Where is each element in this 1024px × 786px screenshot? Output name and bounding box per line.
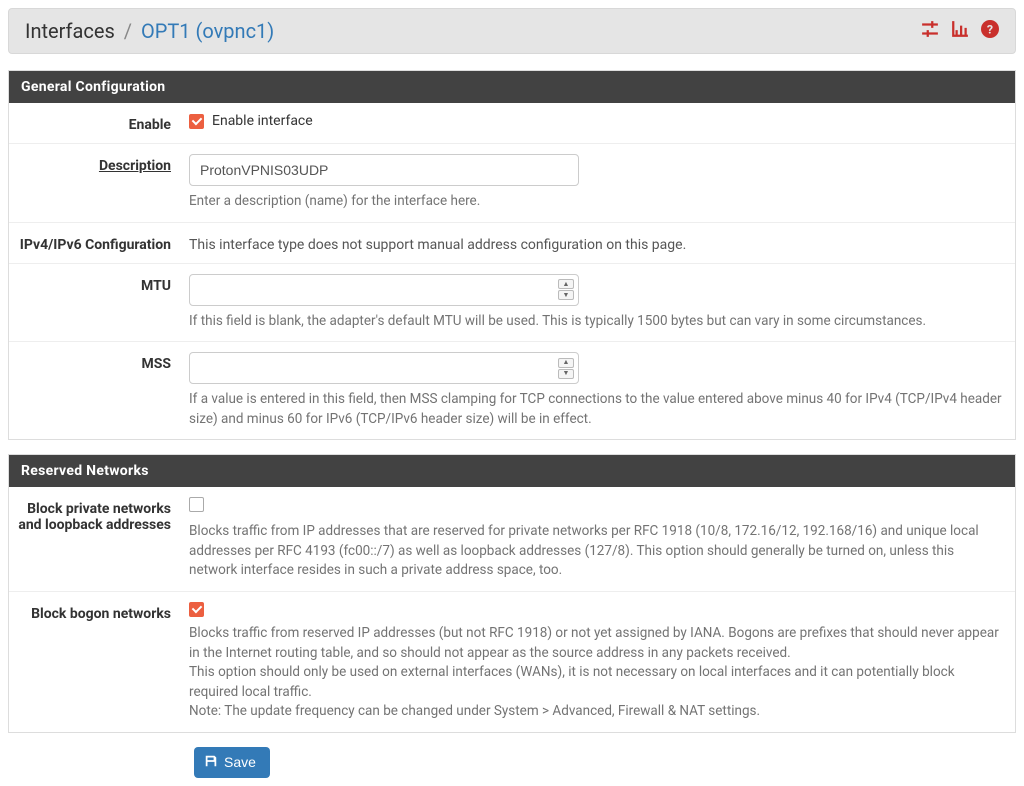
- input-mtu[interactable]: ▲ ▼: [189, 274, 579, 306]
- row-enable: Enable Enable interface: [9, 103, 1015, 144]
- help-description: Enter a description (name) for the inter…: [189, 192, 1003, 212]
- checkbox-enable-label[interactable]: Enable interface: [212, 113, 313, 129]
- help-mss: If a value is entered in this field, the…: [189, 390, 1003, 429]
- breadcrumb-page[interactable]: OPT1 (ovpnc1): [141, 19, 274, 43]
- mss-step-up[interactable]: ▲: [558, 358, 574, 368]
- text-ipconfig: This interface type does not support man…: [189, 233, 1003, 253]
- row-mtu: MTU ▲ ▼ If this field is blank, the adap…: [9, 264, 1015, 343]
- row-mss: MSS ▲ ▼ If a value is entered in this fi…: [9, 342, 1015, 439]
- panel-heading-general: General Configuration: [9, 71, 1015, 103]
- breadcrumb-root[interactable]: Interfaces: [25, 19, 115, 43]
- input-mss[interactable]: ▲ ▼: [189, 352, 579, 384]
- label-ipconfig: IPv4/IPv6 Configuration: [9, 233, 189, 253]
- panel-heading-reserved: Reserved Networks: [9, 455, 1015, 487]
- label-block-private: Block private networks and loopback addr…: [9, 497, 189, 581]
- breadcrumb-separator: /: [124, 19, 132, 43]
- help-block-private: Blocks traffic from IP addresses that ar…: [189, 522, 1003, 581]
- save-button[interactable]: Save: [194, 747, 270, 778]
- checkbox-enable[interactable]: [189, 114, 204, 129]
- mtu-step-up[interactable]: ▲: [558, 279, 574, 289]
- checkbox-block-bogon[interactable]: [189, 602, 204, 617]
- row-ipconfig: IPv4/IPv6 Configuration This interface t…: [9, 223, 1015, 264]
- row-block-private: Block private networks and loopback addr…: [9, 487, 1015, 592]
- help-icon[interactable]: ?: [981, 20, 999, 42]
- input-description[interactable]: [189, 154, 579, 186]
- row-description: Description Enter a description (name) f…: [9, 144, 1015, 223]
- label-description: Description: [9, 154, 189, 212]
- label-enable: Enable: [9, 113, 189, 133]
- help-block-bogon: Blocks traffic from reserved IP addresse…: [189, 624, 1003, 722]
- breadcrumb: Interfaces / OPT1 (ovpnc1): [25, 19, 274, 43]
- help-mtu: If this field is blank, the adapter's de…: [189, 312, 1003, 332]
- label-mss: MSS: [9, 352, 189, 429]
- header-icons: ?: [921, 20, 999, 42]
- save-button-label: Save: [224, 754, 256, 770]
- sliders-icon[interactable]: [921, 20, 939, 42]
- page-header: Interfaces / OPT1 (ovpnc1) ?: [8, 8, 1016, 54]
- mtu-step-down[interactable]: ▼: [558, 290, 574, 300]
- chart-icon[interactable]: [951, 20, 969, 42]
- panel-general-configuration: General Configuration Enable Enable inte…: [8, 70, 1016, 440]
- checkbox-block-private[interactable]: [189, 497, 204, 512]
- svg-text:?: ?: [987, 24, 993, 38]
- label-mtu: MTU: [9, 274, 189, 332]
- panel-reserved-networks: Reserved Networks Block private networks…: [8, 454, 1016, 733]
- save-icon: [204, 754, 218, 771]
- mss-step-down[interactable]: ▼: [558, 369, 574, 379]
